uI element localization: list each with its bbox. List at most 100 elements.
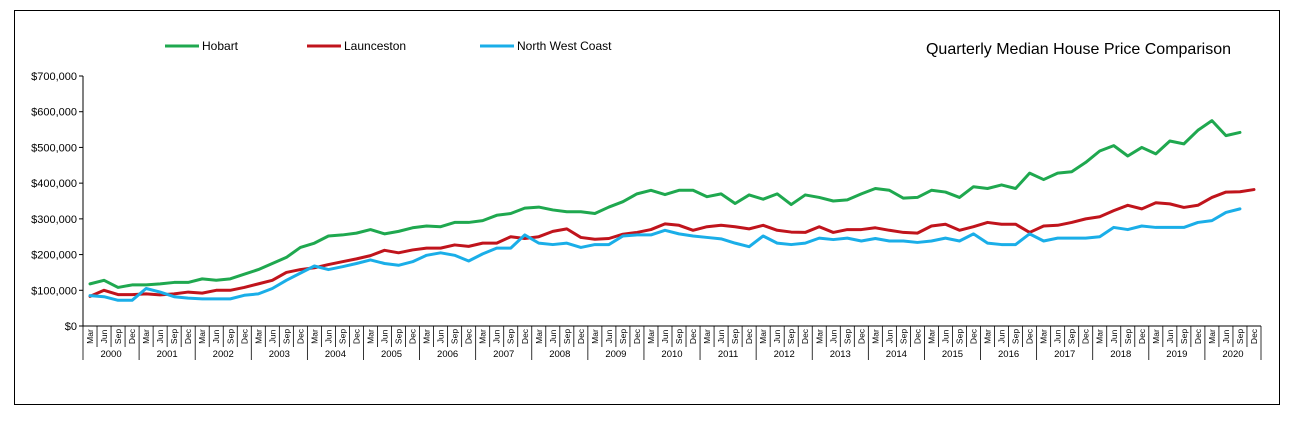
x-year-label: 2014 — [886, 349, 907, 360]
x-year-label: 2017 — [1054, 349, 1075, 360]
x-quarter-label: Jun — [211, 329, 221, 343]
series-layer — [88, 119, 1256, 302]
x-quarter-label: Sep — [169, 329, 179, 344]
x-quarter-label: Sep — [337, 329, 347, 344]
y-tick-label: $100,000 — [31, 285, 77, 297]
series-line-hobart — [88, 119, 1242, 289]
x-year-label: 2008 — [549, 349, 570, 360]
x-year-label: 2018 — [1110, 349, 1131, 360]
x-year-label: 2007 — [493, 349, 514, 360]
x-quarter-label: Mar — [983, 329, 993, 344]
x-quarter-label: Jun — [1221, 329, 1231, 343]
x-quarter-label: Sep — [1179, 329, 1189, 344]
x-quarter-label: Mar — [814, 329, 824, 344]
x-quarter-label: Sep — [786, 329, 796, 344]
x-quarter-label: Mar — [365, 329, 375, 344]
x-quarter-label: Sep — [394, 329, 404, 344]
x-quarter-label: Mar — [702, 329, 712, 344]
x-quarter-label: Jun — [267, 329, 277, 343]
x-quarter-label: Sep — [506, 329, 516, 344]
legend-label-hobart: Hobart — [202, 39, 239, 53]
x-quarter-label: Jun — [380, 329, 390, 343]
x-quarter-label: Dec — [632, 328, 642, 344]
series-line-north-west-coast — [88, 207, 1242, 302]
x-quarter-label: Dec — [688, 328, 698, 344]
x-quarter-label: Dec — [912, 328, 922, 344]
x-year-label: 2015 — [942, 349, 963, 360]
y-tick-label: $600,000 — [31, 107, 77, 119]
x-quarter-label: Mar — [197, 329, 207, 344]
x-quarter-label: Dec — [464, 328, 474, 344]
x-quarter-label: Jun — [155, 329, 165, 343]
x-quarter-label: Sep — [1067, 329, 1077, 344]
x-quarter-label: Mar — [646, 329, 656, 344]
x-quarter-label: Sep — [1235, 329, 1245, 344]
x-quarter-label: Dec — [1081, 328, 1091, 344]
y-axis: $0 $100,000 $200,000 $300,000 $400,000 $500,0… — [31, 71, 84, 333]
legend-label-launceston: Launceston — [344, 39, 406, 53]
x-quarter-label: Dec — [969, 328, 979, 344]
line-chart: Quarterly Median House Price Comparison … — [31, 39, 1262, 360]
x-quarter-label: Dec — [127, 328, 137, 344]
x-quarter-label: Sep — [281, 329, 291, 344]
x-year-label: 2001 — [157, 349, 178, 360]
x-year-label: 2004 — [325, 349, 346, 360]
x-quarter-label: Mar — [253, 329, 263, 344]
x-year-label: 2002 — [213, 349, 234, 360]
y-tick-label: $500,000 — [31, 142, 77, 154]
x-quarter-label: Dec — [576, 328, 586, 344]
x-quarter-label: Sep — [954, 329, 964, 344]
x-quarter-label: Jun — [436, 329, 446, 343]
x-quarter-label: Sep — [1123, 329, 1133, 344]
x-quarter-label: Mar — [1039, 329, 1049, 344]
x-year-label: 2013 — [830, 349, 851, 360]
x-quarter-label: Sep — [562, 329, 572, 344]
x-quarter-label: Dec — [520, 328, 530, 344]
x-quarter-label: Sep — [450, 329, 460, 344]
x-quarter-label: Jun — [99, 329, 109, 343]
x-quarter-label: Sep — [674, 329, 684, 344]
chart-title: Quarterly Median House Price Comparison — [926, 41, 1231, 58]
x-quarter-label: Mar — [141, 329, 151, 344]
x-quarter-label: Mar — [422, 329, 432, 344]
y-tick-label: $0 — [65, 321, 77, 333]
x-quarter-label: Mar — [85, 329, 95, 344]
x-quarter-label: Jun — [323, 329, 333, 343]
x-quarter-label: Mar — [758, 329, 768, 344]
x-quarter-label: Jun — [660, 329, 670, 343]
x-quarter-label: Dec — [1193, 328, 1203, 344]
x-year-label: 2019 — [1166, 349, 1187, 360]
chart-frame: Quarterly Median House Price Comparison … — [14, 10, 1280, 405]
x-quarter-label: Sep — [898, 329, 908, 344]
x-quarter-label: Sep — [225, 329, 235, 344]
x-quarter-label: Dec — [295, 328, 305, 344]
x-year-label: 2012 — [774, 349, 795, 360]
x-year-label: 2011 — [718, 349, 738, 360]
x-quarter-label: Dec — [1025, 328, 1035, 344]
x-quarter-label: Dec — [1249, 328, 1259, 344]
y-tick-label: $400,000 — [31, 178, 77, 190]
x-quarter-label: Mar — [870, 329, 880, 344]
x-quarter-label: Jun — [604, 329, 614, 343]
x-quarter-label: Jun — [716, 329, 726, 343]
x-quarter-label: Dec — [744, 328, 754, 344]
x-year-label: 2000 — [100, 349, 121, 360]
x-quarter-label: Sep — [842, 329, 852, 344]
x-quarter-label: Sep — [113, 329, 123, 344]
x-year-label: 2020 — [1222, 349, 1243, 360]
x-quarter-label: Sep — [730, 329, 740, 344]
x-quarter-label: Mar — [1207, 329, 1217, 344]
series-line-launceston — [88, 188, 1256, 298]
x-year-label: 2005 — [381, 349, 402, 360]
y-tick-label: $700,000 — [31, 71, 77, 83]
x-quarter-label: Mar — [478, 329, 488, 344]
legend-label-north-west-coast: North West Coast — [517, 39, 612, 53]
x-quarter-label: Jun — [997, 329, 1007, 343]
x-quarter-label: Mar — [926, 329, 936, 344]
x-quarter-label: Dec — [856, 328, 866, 344]
legend: Hobart Launceston North West Coast — [165, 39, 612, 53]
x-quarter-label: Dec — [183, 328, 193, 344]
x-quarter-label: Jun — [1165, 329, 1175, 343]
x-quarter-label: Sep — [618, 329, 628, 344]
x-year-label: 2009 — [605, 349, 626, 360]
